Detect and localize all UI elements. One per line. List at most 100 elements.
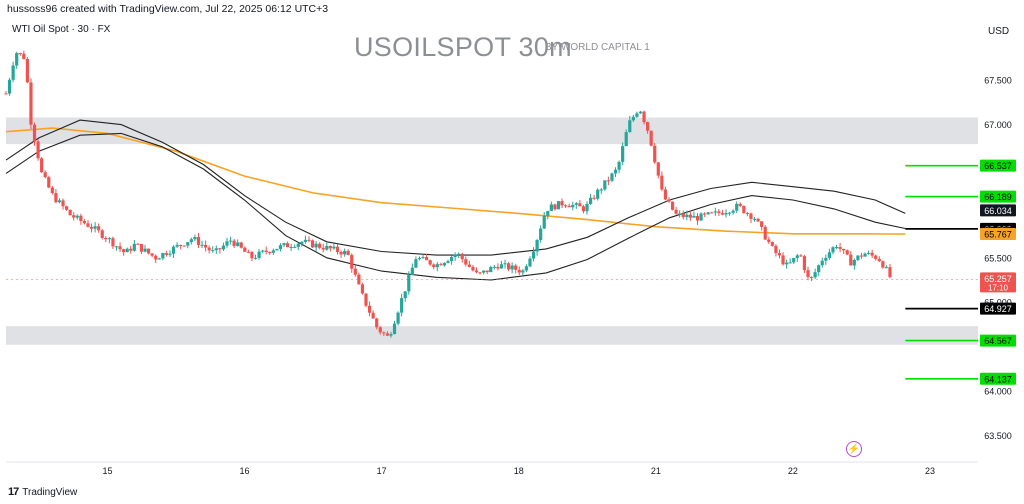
ma-line-1 [5, 119, 906, 256]
candle-body [749, 213, 753, 219]
candle-body [75, 215, 79, 218]
candle-body [204, 244, 208, 248]
candle [118, 242, 122, 252]
moving-averages [5, 119, 906, 281]
candle [781, 252, 785, 266]
candle-body [581, 206, 586, 212]
candle [29, 78, 33, 129]
candle [57, 198, 62, 204]
candle-body [556, 201, 561, 210]
candle [50, 185, 54, 195]
candle [129, 245, 133, 254]
candle [446, 259, 450, 264]
candle-body [72, 215, 76, 218]
candle [585, 201, 589, 215]
candle [328, 245, 332, 252]
candle [318, 242, 322, 250]
candle [670, 201, 675, 211]
candle [478, 271, 482, 275]
candle-body [25, 58, 29, 83]
candle [578, 200, 582, 207]
candle [22, 50, 26, 60]
candle-body [838, 247, 842, 249]
candle [79, 213, 83, 225]
candle [656, 162, 660, 179]
candle-body [332, 246, 336, 249]
candle-body [621, 146, 625, 162]
candle [54, 188, 58, 204]
candle [189, 237, 193, 245]
candle-body [421, 257, 425, 259]
candle-body [492, 266, 496, 268]
candle-body [542, 215, 546, 229]
candle [228, 236, 233, 245]
candle-body [727, 212, 732, 214]
candle-body [752, 218, 757, 220]
candle-body [824, 257, 828, 261]
candle [32, 122, 37, 146]
candle [817, 264, 821, 276]
candle-body [357, 274, 361, 285]
candle [838, 242, 842, 253]
candle-body [439, 264, 443, 266]
candle-body [314, 243, 318, 248]
candle-body [453, 254, 457, 258]
candle-body [175, 244, 179, 247]
candle [261, 249, 265, 254]
y-tick-label: 64.000 [984, 386, 1012, 396]
candle-body [100, 230, 104, 238]
candle [742, 205, 746, 214]
ma-line-0 [5, 127, 906, 235]
candle [863, 252, 867, 257]
candle [114, 245, 119, 251]
candle-body [553, 204, 557, 210]
candle-body [834, 247, 839, 249]
candle-body [97, 226, 101, 231]
candle [617, 160, 621, 174]
candle [207, 245, 211, 254]
candle [874, 254, 878, 261]
candle [631, 114, 635, 122]
candle-body [15, 53, 19, 66]
candle-body [713, 211, 717, 213]
candle-body [282, 243, 286, 246]
candle-body [588, 197, 593, 204]
candle [710, 211, 714, 214]
candle-body [364, 293, 368, 306]
candle-body [688, 214, 692, 218]
candle [852, 258, 856, 270]
candle-body [788, 262, 792, 264]
candle-body [246, 251, 250, 253]
candle [788, 258, 792, 264]
candle [314, 241, 318, 252]
candle-body [717, 211, 721, 214]
candle [713, 207, 717, 217]
candle-body [674, 209, 678, 214]
candle-body [403, 291, 407, 299]
candle [253, 254, 258, 260]
candle [432, 263, 436, 270]
candle-body [767, 239, 771, 243]
candle [859, 252, 864, 260]
candle-body [564, 205, 568, 207]
candle [357, 272, 361, 285]
candle-body [806, 270, 810, 277]
candle-body [485, 270, 489, 273]
candle [360, 282, 365, 295]
candle-body [11, 65, 15, 80]
candle [36, 139, 40, 161]
candle-body [296, 243, 300, 247]
candle [460, 252, 464, 263]
candle-body [179, 244, 183, 246]
candle-body [653, 145, 657, 163]
candle [143, 244, 147, 253]
candle-body [706, 212, 710, 215]
candle-body [599, 189, 603, 191]
candle-body [692, 215, 696, 218]
candle [11, 61, 15, 83]
candle [681, 210, 685, 220]
candle-body [449, 257, 454, 262]
candle [813, 268, 817, 280]
lightning-bolt-icon[interactable]: ⚡ [846, 441, 862, 457]
